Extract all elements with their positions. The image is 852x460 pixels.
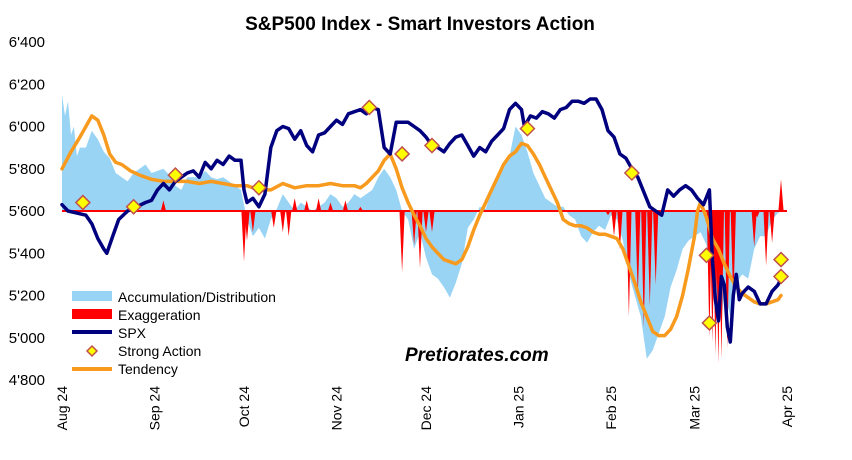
legend-swatch-accumulation — [72, 291, 112, 301]
strong-action-marker — [519, 120, 536, 137]
y-tick-label: 6'400 — [9, 34, 45, 51]
exaggeration-spike — [724, 211, 730, 349]
strong-action-marker — [772, 268, 790, 285]
tendency-line — [60, 114, 783, 338]
exaggeration-spike — [611, 211, 617, 237]
y-tick-label: 5'600 — [9, 203, 45, 220]
x-axis: Aug 24 Sep 24 Oct 24 Nov 24 Dec 24 Jan 25 Feb … — [54, 386, 795, 431]
y-tick-label: 5'000 — [9, 330, 45, 347]
spx-line — [60, 97, 783, 344]
exaggeration-spike — [316, 198, 322, 211]
x-tick-label: Jan 25 — [511, 386, 527, 428]
exaggeration-spike — [653, 211, 659, 285]
exaggeration-spike — [250, 211, 256, 233]
exaggeration-spike — [280, 211, 286, 233]
strong-action-marker — [361, 99, 378, 116]
strong-action-marker — [772, 251, 790, 268]
y-tick-label: 4'800 — [9, 372, 45, 389]
legend-label-spx: SPX — [118, 325, 147, 341]
tendency-layer — [60, 114, 783, 338]
exaggeration-spike — [304, 200, 310, 211]
strong-action-marker — [423, 137, 441, 154]
x-tick-label: Nov 24 — [329, 386, 345, 431]
x-tick-label: Sep 24 — [147, 386, 163, 431]
exaggeration-spike — [244, 211, 250, 241]
watermark: Pretiorates.com — [405, 345, 549, 366]
y-tick-label: 6'000 — [9, 119, 45, 136]
legend-swatch-strong-action — [85, 344, 99, 358]
legend: Accumulation/Distribution Exaggeration S… — [72, 289, 276, 377]
legend-swatch-exaggeration — [72, 309, 112, 319]
exaggeration-spike — [751, 211, 757, 247]
y-axis: 6'400 6'200 6'000 5'800 5'600 5'400 5'200 5'000… — [9, 34, 45, 389]
exaggeration-spike — [617, 211, 623, 249]
x-tick-label: Oct 24 — [236, 386, 252, 427]
strong-action-marker — [74, 194, 91, 211]
x-tick-label: Dec 24 — [418, 386, 434, 431]
exaggeration-spike — [778, 179, 784, 211]
exaggeration-spike — [241, 211, 247, 262]
legend-label-accumulation: Accumulation/Distribution — [118, 289, 276, 305]
exaggeration-layer — [160, 179, 784, 364]
x-tick-label: Aug 24 — [54, 386, 70, 431]
legend-label-tendency: Tendency — [118, 361, 178, 377]
exaggeration-spike — [399, 211, 405, 273]
strong-action-marker — [250, 179, 267, 196]
exaggeration-spike — [730, 211, 736, 304]
y-tick-label: 6'200 — [9, 76, 45, 93]
x-tick-label: Mar 25 — [687, 386, 703, 430]
chart-title: S&P500 Index - Smart Investors Action — [245, 14, 595, 35]
x-tick-label: Apr 25 — [779, 386, 795, 427]
exaggeration-spike — [327, 202, 334, 211]
strong-action-marker — [394, 145, 411, 163]
exaggeration-spike — [342, 200, 348, 211]
exaggeration-spike — [769, 211, 775, 243]
exaggeration-spike — [160, 200, 166, 211]
strong-action-marker — [125, 198, 142, 215]
exaggeration-spike — [647, 211, 653, 307]
legend-label-exaggeration: Exaggeration — [118, 307, 201, 323]
exaggeration-spike — [641, 211, 647, 328]
strong-action-layer — [74, 99, 790, 332]
strong-action-marker — [167, 167, 184, 184]
legend-label-strong-action: Strong Action — [118, 343, 201, 359]
y-tick-label: 5'200 — [9, 288, 45, 305]
x-tick-label: Feb 25 — [603, 386, 619, 430]
strong-action-marker — [701, 314, 718, 332]
y-tick-label: 5'800 — [9, 161, 45, 178]
exaggeration-spike — [605, 211, 611, 216]
strong-action-marker — [623, 164, 640, 182]
strong-action-marker — [698, 247, 715, 264]
spx-layer — [60, 97, 783, 344]
exaggeration-spike — [423, 211, 429, 233]
exaggeration-spike — [754, 211, 760, 218]
exaggeration-spike — [763, 211, 769, 266]
exaggeration-spike — [271, 211, 277, 228]
exaggeration-spike — [429, 211, 435, 233]
exaggeration-spike — [286, 211, 292, 237]
y-tick-label: 5'400 — [9, 245, 45, 262]
exaggeration-spike — [635, 211, 641, 296]
exaggeration-spike — [292, 198, 298, 211]
exaggeration-spike — [357, 206, 363, 211]
